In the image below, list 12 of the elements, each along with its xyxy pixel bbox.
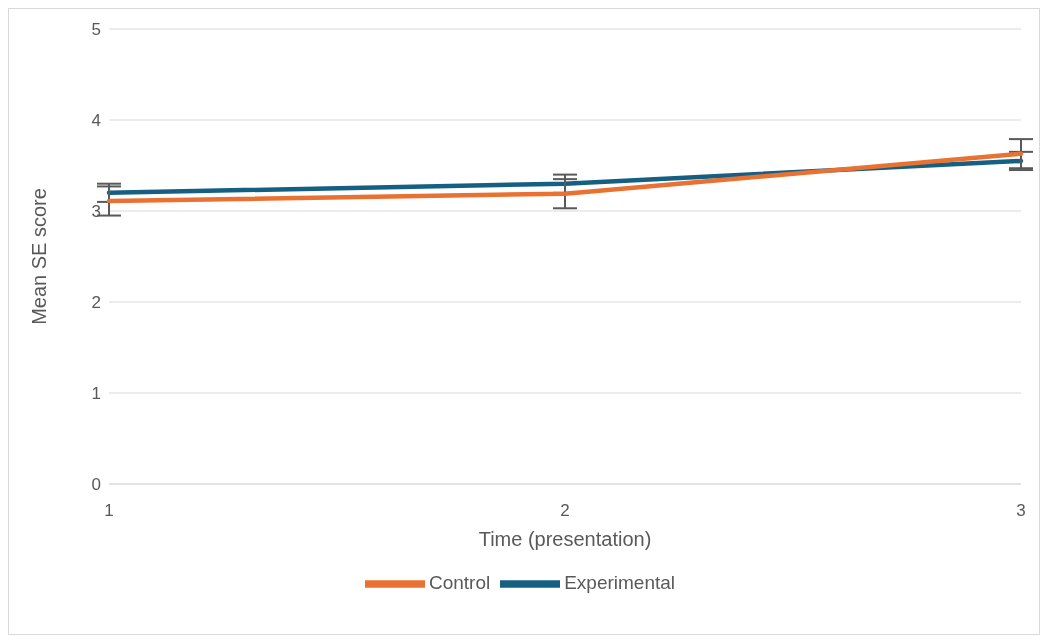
x-tick-label: 3 [1016,501,1026,521]
y-tick-label: 4 [91,111,101,131]
y-tick-label: 0 [91,475,101,495]
y-axis-title: Mean SE score [28,188,51,325]
legend-label: Control [428,572,491,594]
x-tick-label: 1 [104,501,114,521]
legend-label: Experimental [564,572,676,594]
y-tick-label: 1 [91,384,101,404]
y-tick-label: 2 [91,293,101,313]
y-tick-label: 5 [91,20,101,40]
x-tick-label: 2 [560,501,570,521]
x-axis-title: Time (presentation) [478,528,652,550]
